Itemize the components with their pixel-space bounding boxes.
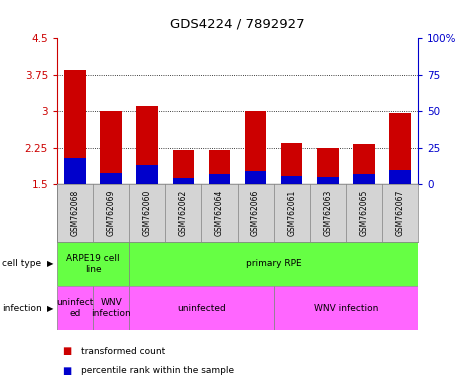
Bar (281, 175, 303, 184)
Bar (100, 111, 122, 184)
Bar (317, 177, 339, 184)
Bar (245, 171, 266, 184)
Text: WNV infection: WNV infection (314, 304, 378, 313)
Text: GSM762066: GSM762066 (251, 190, 260, 236)
Text: GDS4224 / 7892927: GDS4224 / 7892927 (170, 17, 305, 30)
Bar (172, 179, 194, 184)
Text: uninfected: uninfected (177, 304, 226, 313)
Bar (57, 286, 93, 330)
Bar (64, 158, 86, 184)
Text: GSM762060: GSM762060 (143, 190, 152, 236)
Text: percentile rank within the sample: percentile rank within the sample (81, 366, 234, 375)
Text: ARPE19 cell
line: ARPE19 cell line (66, 254, 120, 274)
Bar (274, 286, 418, 330)
Bar (317, 148, 339, 184)
Text: infection: infection (2, 304, 42, 313)
Text: ■: ■ (62, 346, 71, 356)
Bar (64, 70, 86, 184)
Bar (129, 286, 274, 330)
Bar (209, 174, 230, 184)
Bar (93, 286, 129, 330)
Bar (209, 150, 230, 184)
Text: GSM762063: GSM762063 (323, 190, 332, 236)
Bar (389, 113, 411, 184)
Text: GSM762067: GSM762067 (396, 190, 404, 236)
Text: ▶: ▶ (47, 260, 53, 268)
Bar (281, 143, 303, 184)
Text: GSM762061: GSM762061 (287, 190, 296, 236)
Text: GSM762064: GSM762064 (215, 190, 224, 236)
Bar (136, 166, 158, 184)
Text: ▶: ▶ (47, 304, 53, 313)
Bar (353, 144, 375, 184)
Bar (172, 150, 194, 184)
Text: GSM762068: GSM762068 (71, 190, 79, 236)
Text: transformed count: transformed count (81, 347, 165, 356)
Bar (136, 106, 158, 184)
Bar (100, 173, 122, 184)
Text: ■: ■ (62, 366, 71, 376)
Bar (389, 170, 411, 184)
Bar (57, 242, 129, 286)
Text: WNV
infection: WNV infection (91, 298, 131, 318)
Bar (245, 111, 266, 184)
Text: primary RPE: primary RPE (246, 260, 302, 268)
Text: uninfect
ed: uninfect ed (57, 298, 94, 318)
Text: cell type: cell type (2, 260, 41, 268)
Text: GSM762065: GSM762065 (360, 190, 368, 236)
Text: GSM762069: GSM762069 (107, 190, 115, 236)
Bar (353, 174, 375, 184)
Text: GSM762062: GSM762062 (179, 190, 188, 236)
Bar (129, 242, 418, 286)
